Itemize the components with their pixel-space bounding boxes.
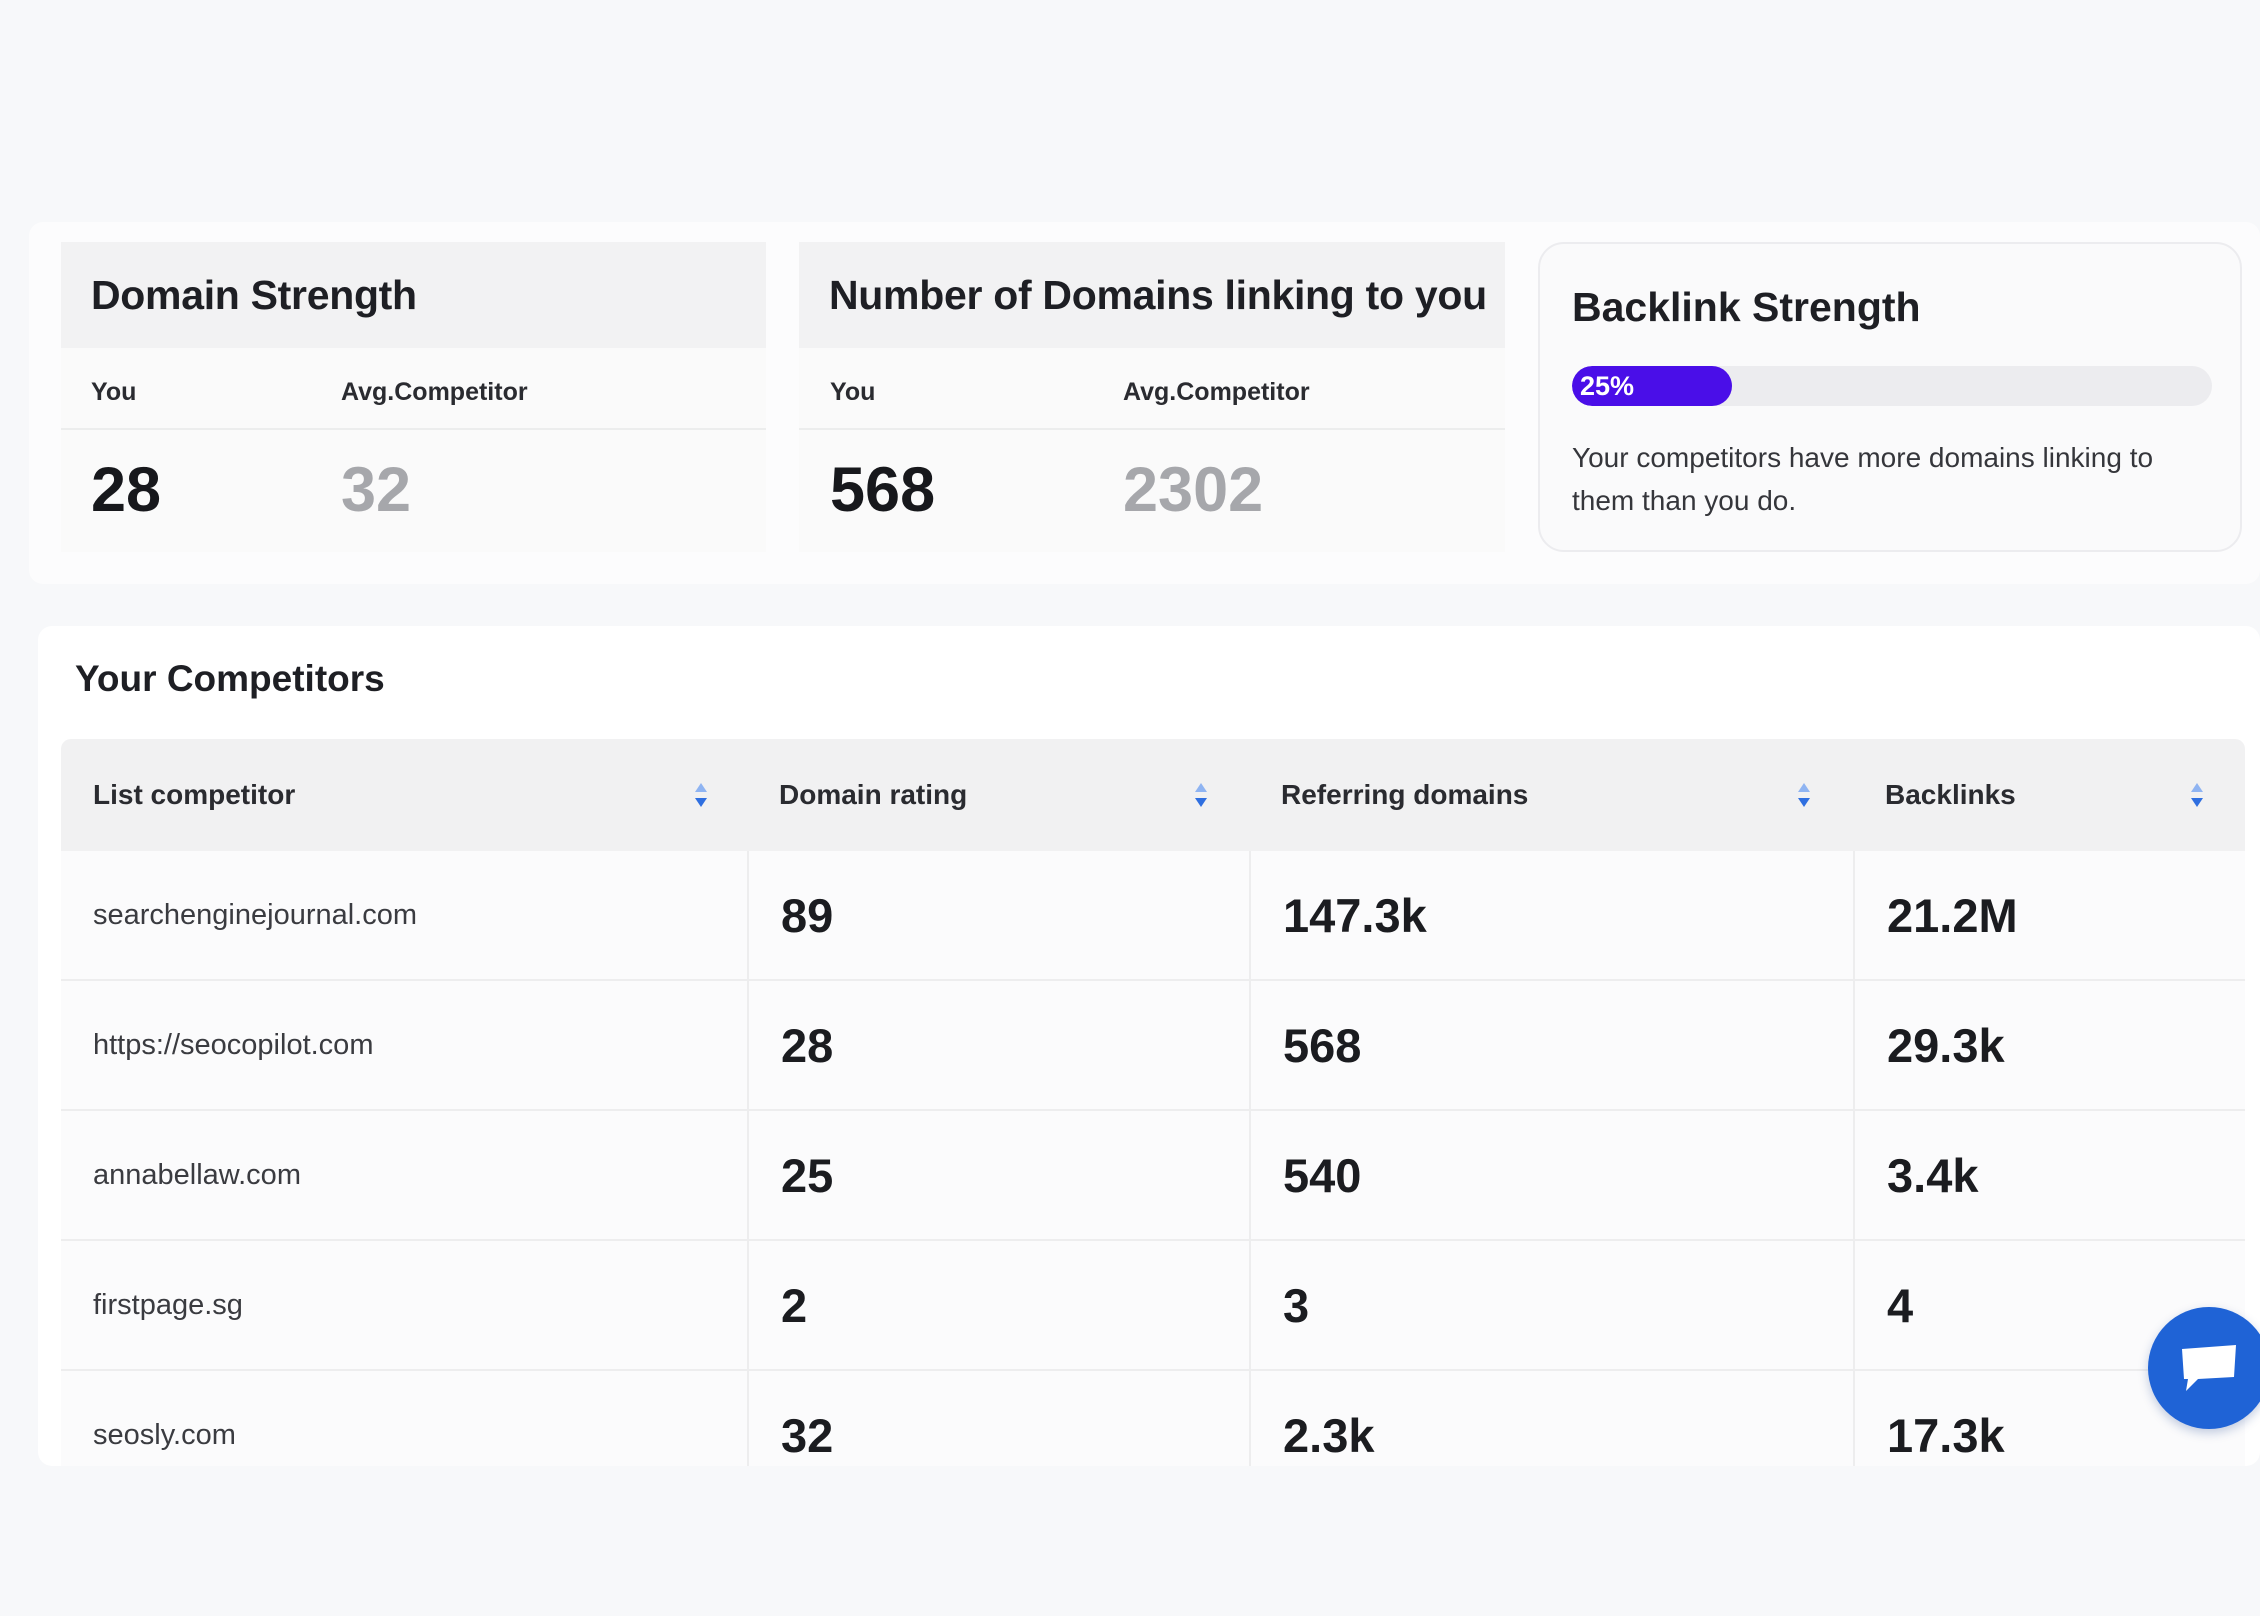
backlink-strength-progress-label: 25% [1580,370,1635,401]
competitor-name: firstpage.sg [93,1288,243,1321]
domain-strength-you-label: You [91,378,137,406]
sort-arrows-icon[interactable] [2189,781,2205,809]
backlinks-value: 3.4k [1853,1111,2245,1239]
linking-domains-values: 568 2302 [799,430,1505,552]
linking-domains-labels: You Avg.Competitor [799,348,1505,430]
linking-domains-you-label: You [830,378,876,406]
backlinks-value: 4 [1853,1241,2245,1369]
table-row: seosly.com 32 2.3k 17.3k [61,1371,2245,1466]
column-header-label: Domain rating [779,779,968,810]
referring-domains-value: 3 [1249,1241,1853,1369]
column-header-label: List competitor [93,779,296,810]
competitor-name: seosly.com [93,1418,236,1451]
domain-rating-value: 28 [747,981,1249,1109]
backlink-strength-card: Backlink Strength 25% Your competitors h… [1538,242,2242,552]
competitor-name: https://seocopilot.com [93,1028,374,1061]
column-header-list-competitor[interactable]: List competitor [93,739,295,851]
sort-arrows-icon[interactable] [1796,781,1812,809]
competitor-name: searchenginejournal.com [93,898,418,931]
domain-strength-card: Domain Strength You Avg.Competitor 28 32 [61,242,766,552]
backlink-strength-progress-fill: 25% [1572,366,1732,406]
table-body: searchenginejournal.com 89 147.3k 21.2M … [61,851,2245,1466]
domain-strength-avg-label: Avg.Competitor [341,378,528,406]
column-header-label: Backlinks [1885,779,2016,810]
sort-arrows-icon[interactable] [1193,781,1209,809]
domain-strength-values: 28 32 [61,430,766,552]
chat-bubble-icon [2182,1345,2236,1391]
backlinks-value: 29.3k [1853,981,2245,1109]
backlinks-value: 17.3k [1853,1371,2245,1466]
column-header-backlinks[interactable]: Backlinks [1885,739,2016,851]
referring-domains-value: 2.3k [1249,1371,1853,1466]
competitors-title: Your Competitors [75,658,385,699]
referring-domains-value: 540 [1249,1111,1853,1239]
backlink-strength-progress: 25% [1572,366,2212,406]
backlink-strength-title: Backlink Strength [1572,284,1921,330]
chat-button[interactable] [2148,1307,2260,1429]
domain-strength-title: Domain Strength [61,242,766,348]
linking-domains-you-value: 568 [830,455,936,525]
backlink-strength-note: Your competitors have more domains linki… [1572,442,2154,516]
table-row: firstpage.sg 2 3 4 [61,1241,2245,1371]
domain-rating-value: 25 [747,1111,1249,1239]
column-header-referring-domains[interactable]: Referring domains [1281,739,1528,851]
table-header: List competitor Domain rating Referring … [61,739,2245,851]
domain-strength-you-value: 28 [91,455,162,525]
competitors-table: List competitor Domain rating Referring … [61,739,2245,1466]
competitor-name: annabellaw.com [93,1158,301,1191]
linking-domains-avg-label: Avg.Competitor [1123,378,1310,406]
backlinks-value: 21.2M [1853,851,2245,979]
domain-strength-avg-value: 32 [341,455,412,525]
referring-domains-value: 568 [1249,981,1853,1109]
linking-domains-avg-value: 2302 [1123,455,1264,525]
sort-arrows-icon[interactable] [693,781,709,809]
domain-rating-value: 32 [747,1371,1249,1466]
domain-rating-value: 89 [747,851,1249,979]
table-row: annabellaw.com 25 540 3.4k [61,1111,2245,1241]
column-header-label: Referring domains [1281,779,1529,810]
linking-domains-title: Number of Domains linking to you [799,242,1505,348]
table-row: searchenginejournal.com 89 147.3k 21.2M [61,851,2245,981]
column-header-domain-rating[interactable]: Domain rating [779,739,967,851]
linking-domains-card: Number of Domains linking to you You Avg… [799,242,1505,552]
table-row: https://seocopilot.com 28 568 29.3k [61,981,2245,1111]
referring-domains-value: 147.3k [1249,851,1853,979]
domain-strength-labels: You Avg.Competitor [61,348,766,430]
domain-rating-value: 2 [747,1241,1249,1369]
